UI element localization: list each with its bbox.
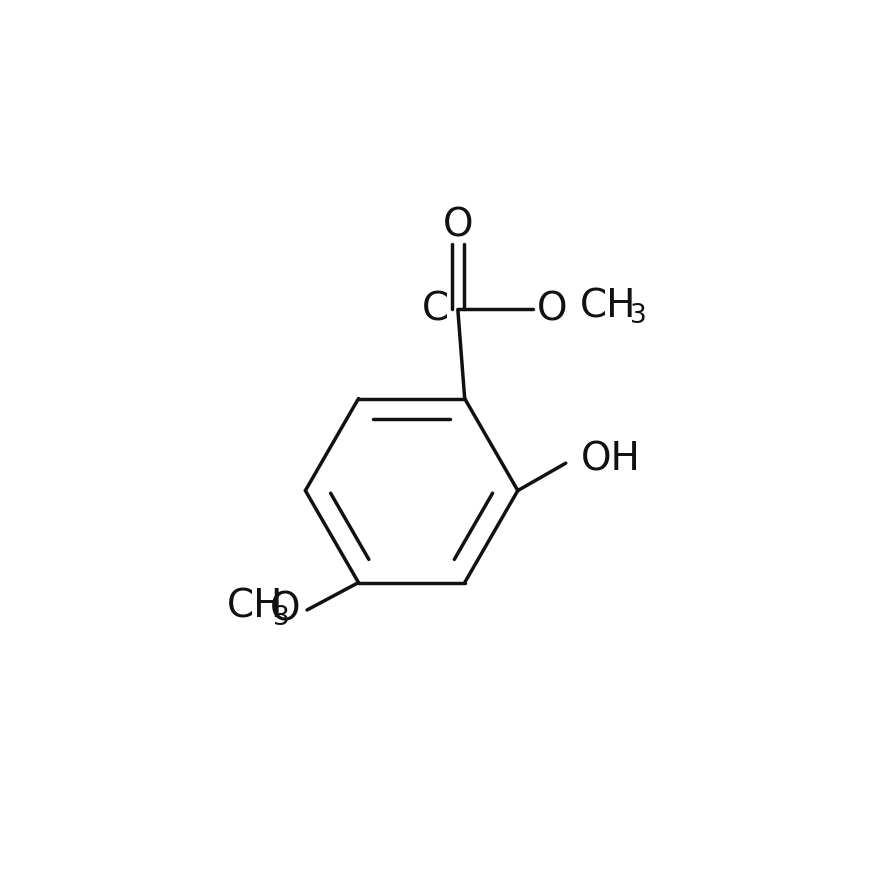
Text: O: O — [538, 290, 568, 328]
Text: CH: CH — [227, 587, 283, 626]
Text: 3: 3 — [630, 303, 647, 329]
Text: OH: OH — [580, 441, 640, 479]
Text: O: O — [270, 591, 301, 629]
Text: CH: CH — [579, 287, 636, 325]
Text: C: C — [423, 290, 449, 328]
Text: 3: 3 — [273, 604, 290, 630]
Text: O: O — [442, 206, 473, 244]
